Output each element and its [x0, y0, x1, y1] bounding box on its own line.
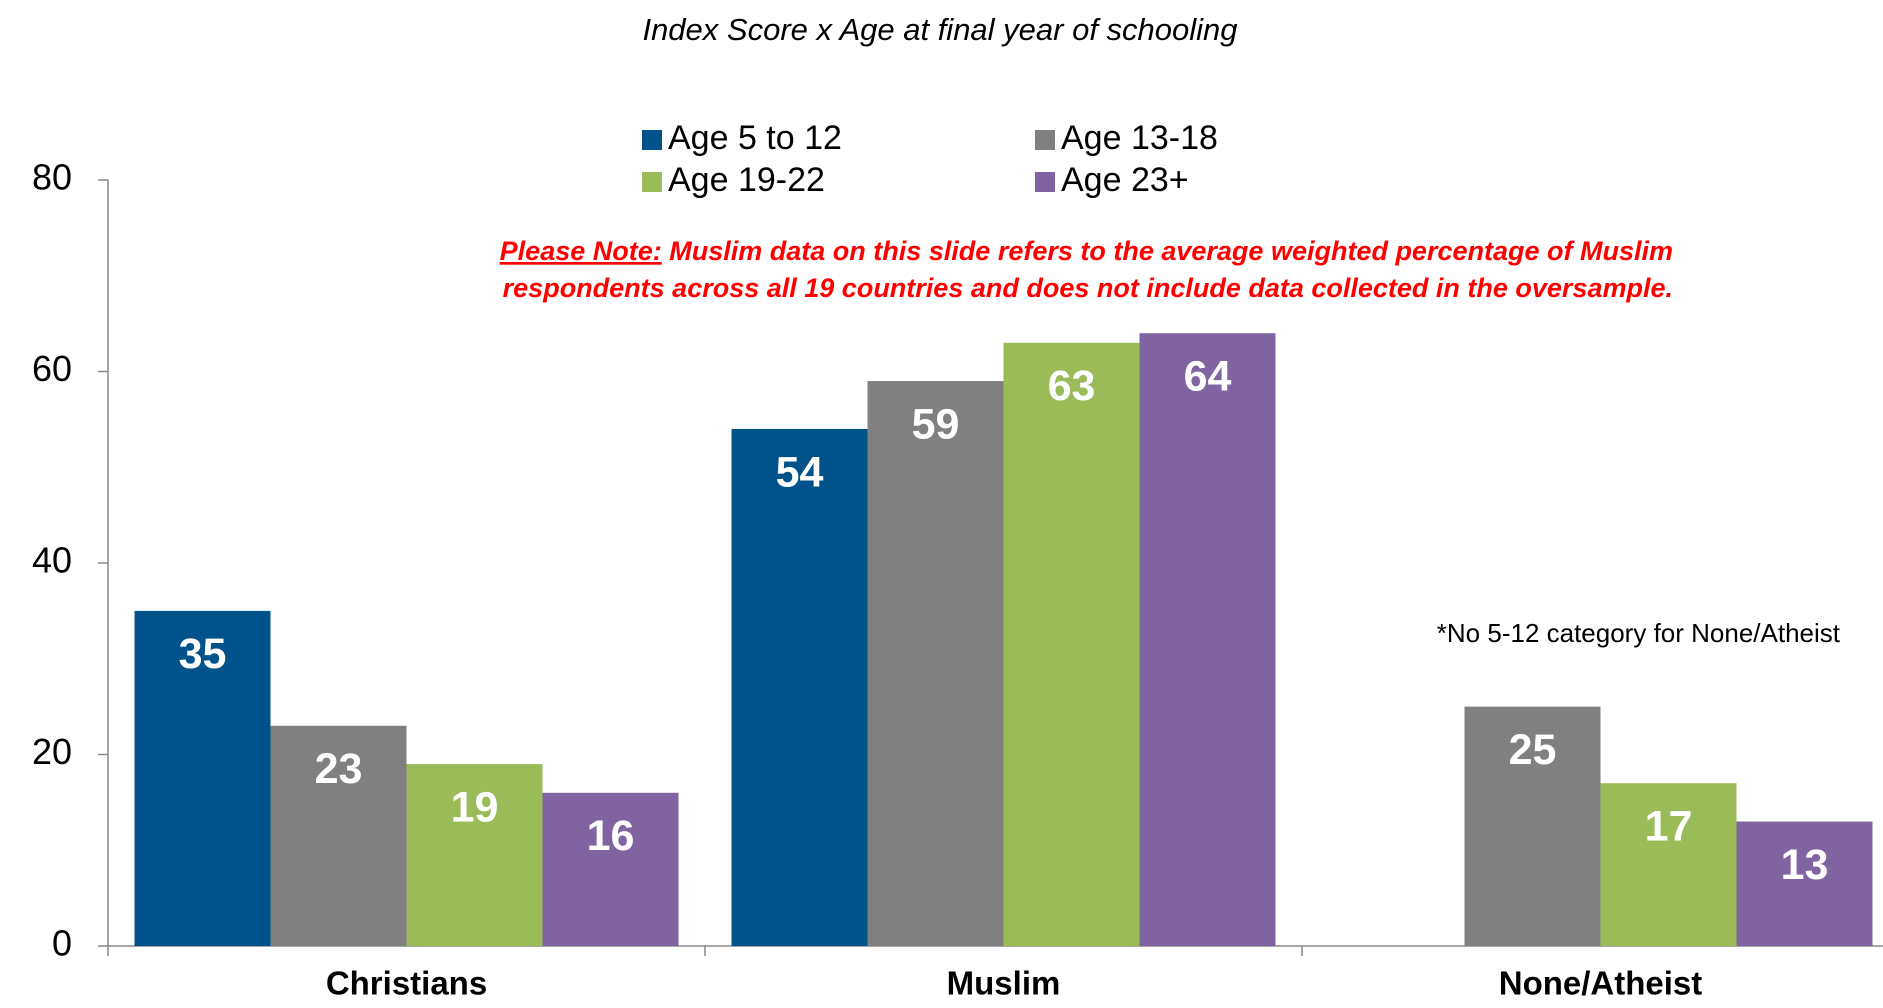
note-label: Please Note:: [500, 236, 662, 266]
x-tick-label: Muslim: [947, 965, 1061, 1002]
y-tick-label: 60: [32, 348, 72, 389]
data-label: 54: [776, 448, 824, 496]
bar: [406, 764, 543, 946]
bar: [1464, 706, 1601, 946]
data-label: 13: [1781, 841, 1829, 889]
footnote: *No 5-12 category for None/Atheist: [1437, 618, 1841, 648]
data-label: 25: [1509, 726, 1557, 774]
legend-label: Age 13-18: [1061, 119, 1218, 157]
bar: [134, 610, 271, 946]
data-label: 17: [1645, 803, 1693, 851]
bar: [1736, 821, 1873, 946]
legend-label: Age 23+: [1061, 161, 1189, 199]
bar: [1600, 783, 1737, 946]
y-tick-label: 0: [52, 923, 72, 964]
data-label: 64: [1184, 353, 1232, 401]
note: Please Note: Muslim data on this slide r…: [500, 236, 1673, 266]
legend-label: Age 5 to 12: [668, 119, 842, 157]
chart-title: Index Score x Age at final year of schoo…: [642, 12, 1237, 47]
legend-swatch: [1035, 130, 1055, 150]
bar: [542, 792, 679, 946]
data-label: 35: [179, 630, 227, 678]
legend-swatch: [1035, 172, 1055, 192]
x-tick-label: None/Atheist: [1499, 965, 1703, 1002]
data-label: 19: [451, 783, 499, 831]
bar: [867, 381, 1004, 946]
y-tick-label: 20: [32, 731, 72, 772]
bar: [270, 725, 407, 946]
data-label: 23: [315, 745, 363, 793]
bar: [731, 428, 868, 946]
legend-swatch: [642, 172, 662, 192]
y-tick-label: 80: [32, 157, 72, 198]
data-label: 16: [587, 812, 635, 860]
legend-label: Age 19-22: [668, 161, 825, 199]
bar: [1139, 333, 1276, 946]
bar: [1003, 342, 1140, 946]
x-tick-label: Christians: [326, 965, 487, 1002]
y-tick-label: 40: [32, 540, 72, 581]
legend-swatch: [642, 130, 662, 150]
data-label: 59: [912, 400, 960, 448]
note-line: respondents across all 19 countries and …: [503, 273, 1673, 303]
data-label: 63: [1048, 362, 1096, 410]
note-line: Muslim data on this slide refers to the …: [669, 236, 1673, 266]
